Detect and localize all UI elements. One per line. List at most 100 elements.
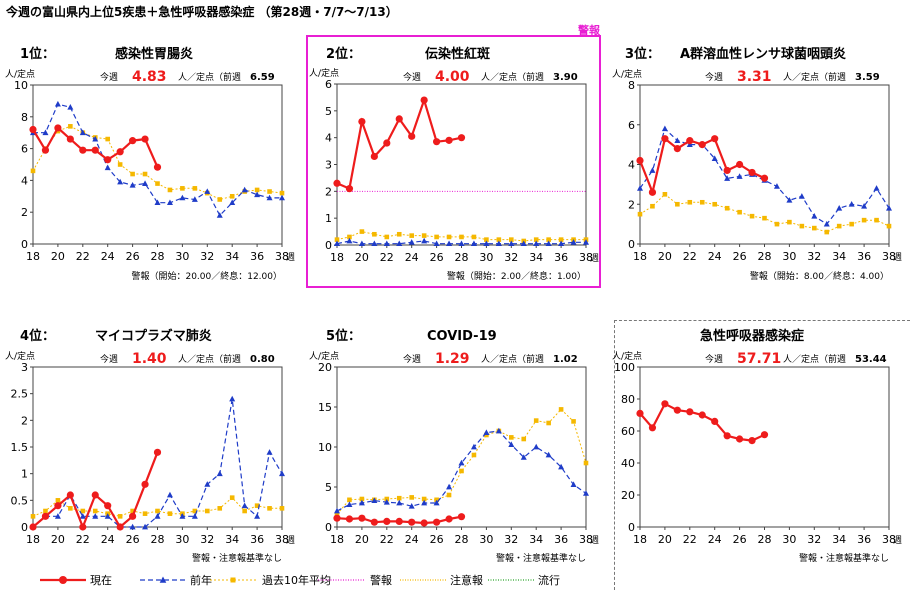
chart4-series-lastyear-point bbox=[279, 470, 285, 477]
chart1-series-current-point bbox=[29, 125, 37, 134]
chart1-series-avg10-point bbox=[142, 171, 148, 177]
chart5-series-avg10-point bbox=[459, 468, 464, 474]
chart4-series-avg10-point bbox=[205, 508, 210, 514]
chart1-series-avg10-point bbox=[155, 181, 160, 186]
chart3-ylabel: 人/定点 bbox=[612, 68, 642, 80]
chart2-ylabel: 人/定点 bbox=[309, 67, 339, 79]
chart4-xtick-label: 32 bbox=[200, 533, 214, 546]
chart6-series-current-point bbox=[636, 409, 644, 417]
chart5-series-lastyear-point bbox=[558, 463, 565, 470]
chart1-series-lastyear-point bbox=[241, 186, 248, 193]
chart3-xtick-label: 38 bbox=[882, 250, 896, 263]
chart5-series-lastyear-point bbox=[433, 499, 440, 506]
chart2-series-lastyear-point bbox=[483, 240, 490, 247]
chart3-xtick-label: 18 bbox=[633, 250, 647, 263]
chart2-series-current-point bbox=[383, 139, 391, 147]
chart5-xtick-label: 24 bbox=[405, 533, 419, 546]
chart6-ytick-label: 40 bbox=[621, 457, 635, 470]
chart3-this-week-label: 今週 bbox=[705, 71, 723, 83]
chart3-ytick-label: 2 bbox=[628, 198, 635, 211]
chart2-series-avg10-point bbox=[546, 237, 551, 242]
chart1-series-lastyear-point bbox=[42, 129, 49, 136]
chart5-series-lastyear-point bbox=[358, 499, 365, 506]
chart6-this-week-value: 57.71 bbox=[737, 351, 781, 367]
chart5-footnote: 警報・注意報基準なし bbox=[496, 552, 586, 564]
chart2-series-lastyear-point bbox=[545, 240, 552, 247]
chart6-title: 急性呼吸器感染症 bbox=[700, 328, 804, 344]
chart2-series-current-point bbox=[433, 138, 441, 146]
chart6-ytick-label: 60 bbox=[621, 425, 635, 438]
chart3-series-lastyear-point bbox=[674, 137, 681, 144]
chart3-series-avg10-point bbox=[662, 192, 668, 197]
chart1-xtick-label: 26 bbox=[126, 250, 140, 263]
chart6-prev-value: 53.44 bbox=[855, 354, 887, 365]
chart4-series-lastyear-point bbox=[266, 449, 273, 455]
chart2-ytick-label: 5 bbox=[325, 105, 332, 118]
chart6-ytick-label: 0 bbox=[628, 521, 635, 534]
chart4-series-current-point bbox=[54, 502, 62, 510]
chart2-series-lastyear-point bbox=[458, 240, 465, 247]
chart4-series-avg10-point bbox=[92, 508, 98, 514]
chart5-this-week-label: 今週 bbox=[403, 353, 421, 365]
chart5-series-current-point bbox=[383, 517, 391, 526]
chart5-ytick-label: 15 bbox=[318, 401, 332, 414]
chart5-series-lastyear-point bbox=[533, 443, 540, 450]
chart1-series-current-point bbox=[129, 137, 137, 145]
chart5-series-avg10-point bbox=[434, 497, 439, 503]
chart6-series-current-point bbox=[760, 431, 769, 439]
chart2-footnote: 警報（開始：2.00／終息：1.00） bbox=[447, 270, 586, 282]
chart3-ytick-label: 4 bbox=[628, 159, 635, 172]
chart3-series-avg10-point bbox=[687, 199, 693, 205]
chart2-series-current-point bbox=[457, 134, 466, 142]
chart1-series-lastyear-point bbox=[129, 181, 136, 188]
chart3-series-current-point bbox=[711, 135, 719, 143]
chart2-series-lastyear-point bbox=[433, 240, 440, 247]
chart3-series-lastyear-point bbox=[637, 185, 643, 191]
chart4-rank: 4位： bbox=[20, 328, 55, 344]
chart3-xtick-label: 30 bbox=[782, 250, 796, 263]
chart2-series-lastyear-point bbox=[520, 240, 527, 247]
chart4-series-current-point bbox=[116, 523, 124, 531]
chart3-series-avg10-line bbox=[639, 193, 890, 233]
chart5-xtick-label: 18 bbox=[330, 533, 344, 546]
chart1-series-lastyear-point bbox=[229, 199, 236, 206]
chart5-series-current-point bbox=[445, 515, 453, 523]
chart2-xtick-label: 34 bbox=[529, 251, 543, 264]
chart1-xtick-label: 20 bbox=[51, 250, 65, 263]
chart3-ytick-label: 0 bbox=[628, 238, 635, 251]
chart1-series-avg10-point bbox=[30, 168, 36, 174]
chart2-series-current-point bbox=[358, 117, 366, 126]
chart1-series-lastyear-point bbox=[154, 199, 161, 206]
chart4-series-lastyear-point bbox=[254, 513, 261, 519]
chart3-series-current-point bbox=[760, 174, 769, 182]
chart2-series-lastyear-point bbox=[408, 239, 415, 245]
chart1-series-lastyear-point bbox=[254, 191, 261, 198]
chart3-series-avg10-point bbox=[849, 221, 854, 227]
chart3-series-avg10-point bbox=[799, 223, 805, 229]
chart2-series-avg10-point bbox=[372, 231, 377, 237]
chart4-ytick-label: 3 bbox=[21, 361, 28, 374]
chart5-title: COVID-19 bbox=[427, 329, 497, 344]
chart4-ytick-label: 0 bbox=[21, 521, 28, 534]
chart6-series-current-point bbox=[661, 400, 669, 408]
chart4-series-avg10-point bbox=[155, 508, 160, 514]
chart1-series-current-point bbox=[54, 124, 62, 132]
chart3-series-avg10-point bbox=[712, 201, 717, 207]
legend-avg10-label: 過去10年平均 bbox=[262, 573, 331, 587]
chart2-unit-prev-label: 人／定点（前週 bbox=[481, 71, 544, 83]
chart5-series-current-point bbox=[433, 518, 441, 526]
chart6-xtick-label: 28 bbox=[758, 533, 772, 546]
chart5-xtick-label: 32 bbox=[504, 533, 518, 546]
chart6-plot-frame bbox=[639, 366, 890, 528]
chart1-series-lastyear-point bbox=[204, 188, 211, 194]
chart5-series-avg10-point bbox=[571, 419, 576, 424]
chart5-series-lastyear-point bbox=[483, 429, 490, 435]
chart3-series-lastyear-point bbox=[861, 203, 868, 209]
chart4-series-avg10-point bbox=[142, 511, 148, 516]
chart3-ytick-label: 6 bbox=[628, 119, 635, 132]
chart4-series-current-point bbox=[66, 491, 74, 499]
chart1-series-avg10-point bbox=[229, 194, 235, 199]
chart6-ylabel: 人/定点 bbox=[612, 350, 642, 362]
chart2-prev-value: 3.90 bbox=[553, 72, 578, 83]
chart2-series-avg10-point bbox=[409, 233, 414, 238]
